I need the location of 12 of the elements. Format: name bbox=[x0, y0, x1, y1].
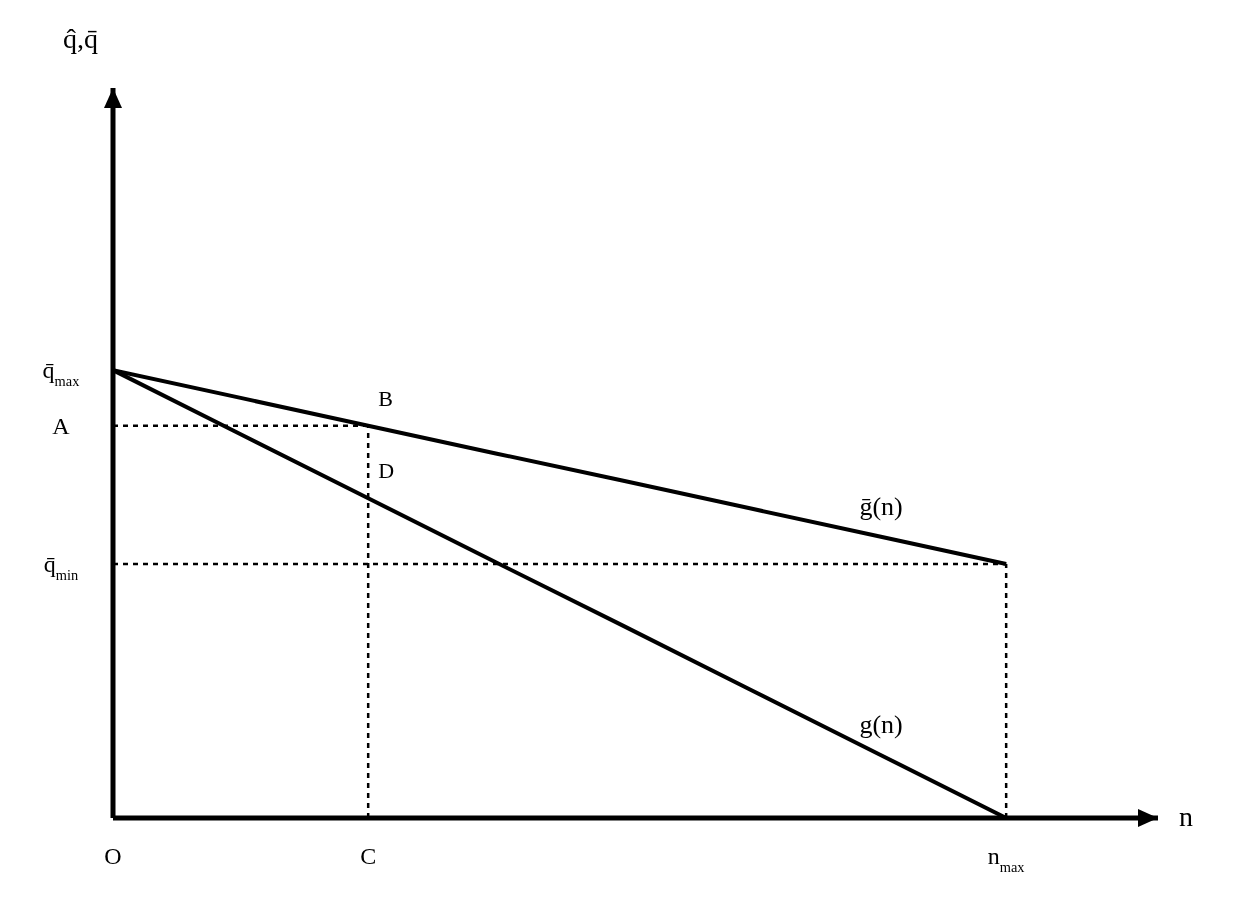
x-tick-label: C bbox=[360, 843, 377, 869]
x-axis-title: n bbox=[1179, 801, 1193, 832]
x-tick-label: n$_{max}$ bbox=[987, 843, 1026, 875]
series-label: g(n) bbox=[859, 710, 903, 740]
x-tick-label: O bbox=[104, 843, 122, 869]
ref-line-label: q̄$_{min}$ bbox=[43, 551, 79, 584]
text: q̂,q̄ bbox=[63, 23, 98, 54]
ref-line-label: A bbox=[52, 412, 71, 439]
annotation: B bbox=[378, 385, 393, 411]
annotation: D bbox=[378, 458, 395, 484]
series-label: ḡ(n) bbox=[859, 491, 903, 521]
annotation: q̄$_{max}$ bbox=[42, 357, 81, 390]
